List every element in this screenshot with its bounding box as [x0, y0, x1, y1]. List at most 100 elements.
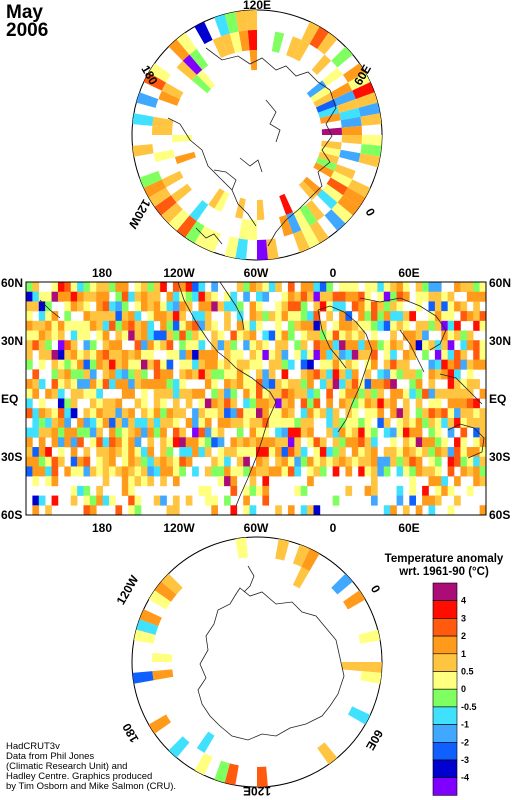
- grid-cell: [224, 369, 231, 380]
- grid-cell: [26, 466, 33, 477]
- grid-cell: [275, 456, 282, 467]
- grid-cell: [319, 349, 327, 360]
- polar-grid-cell: [331, 202, 353, 224]
- grid-cell: [402, 282, 410, 293]
- grid-cell: [287, 330, 295, 341]
- grid-cell: [377, 320, 385, 331]
- grid-cell: [300, 456, 308, 467]
- grid-cell: [134, 495, 142, 506]
- grid-cell: [70, 408, 78, 419]
- grid-cell: [32, 417, 40, 428]
- grid-cell: [473, 466, 480, 477]
- grid-cell: [96, 388, 103, 399]
- grid-cell: [339, 427, 346, 438]
- grid-cell: [256, 291, 263, 302]
- grid-cell: [345, 456, 353, 467]
- grid-cell: [473, 456, 480, 467]
- grid-cell: [294, 291, 302, 302]
- grid-cell: [351, 427, 359, 438]
- grid-cell: [415, 437, 423, 448]
- grid-cell: [351, 379, 359, 390]
- grid-cell: [275, 349, 282, 360]
- grid-cell: [45, 311, 52, 322]
- grid-cell: [172, 291, 180, 302]
- grid-cell: [128, 369, 135, 380]
- grid-cell: [45, 456, 52, 467]
- grid-cell: [281, 437, 289, 448]
- grid-cell: [428, 311, 436, 322]
- grid-cell: [115, 291, 123, 302]
- grid-cell: [236, 427, 244, 438]
- grid-cell: [243, 408, 250, 419]
- grid-cell: [390, 505, 397, 515]
- polar-grid-cell: [315, 99, 337, 113]
- grid-cell: [383, 291, 391, 302]
- grid-cell: [466, 447, 474, 458]
- grid-cell: [32, 388, 40, 399]
- grid-cell: [198, 330, 206, 341]
- polar-grid-cell: [176, 60, 197, 81]
- grid-cell: [377, 408, 385, 419]
- grid-cell: [262, 379, 270, 390]
- grid-cell: [172, 379, 180, 390]
- grid-cell: [377, 379, 385, 390]
- grid-cell: [262, 282, 270, 293]
- grid-cell: [262, 476, 270, 487]
- grid-cell: [179, 388, 187, 399]
- grid-cell: [275, 427, 282, 438]
- grid-cell: [307, 282, 314, 293]
- grid-cell: [358, 379, 365, 390]
- grid-cell: [466, 369, 474, 380]
- grid-cell: [383, 456, 391, 467]
- grid-cell: [179, 437, 187, 448]
- grid-cell: [326, 349, 333, 360]
- grid-cell: [185, 388, 193, 399]
- grid-cell: [460, 437, 468, 448]
- polar-grid-cell: [339, 149, 361, 163]
- grid-cell: [287, 408, 295, 419]
- grid-cell: [147, 349, 155, 360]
- grid-cell: [109, 427, 116, 438]
- grid-cell: [192, 340, 199, 351]
- grid-cell: [32, 340, 40, 351]
- grid-cell: [351, 398, 359, 409]
- grid-cell: [313, 291, 321, 302]
- grid-cell: [153, 427, 161, 438]
- grid-cell: [402, 417, 410, 428]
- grid-cell: [160, 311, 167, 322]
- grid-cell: [351, 456, 359, 467]
- grid-cell: [147, 437, 155, 448]
- grid-cell: [249, 340, 257, 351]
- grid-cell: [185, 359, 193, 370]
- grid-cell: [364, 408, 372, 419]
- grid-cell: [109, 282, 116, 293]
- grid-cell: [409, 379, 417, 390]
- grid-cell: [77, 282, 84, 293]
- grid-cell: [217, 447, 225, 458]
- grid-cell: [262, 447, 270, 458]
- grid-cell: [121, 427, 129, 438]
- grid-cell: [115, 427, 123, 438]
- grid-cell: [38, 447, 46, 458]
- grid-cell: [326, 427, 333, 438]
- grid-cell: [134, 437, 142, 448]
- grid-cell: [224, 379, 231, 390]
- grid-cell: [211, 437, 218, 448]
- grid-cell: [454, 388, 461, 399]
- grid-cell: [268, 408, 276, 419]
- grid-cell: [281, 369, 289, 380]
- grid-cell: [160, 301, 167, 312]
- grid-cell: [128, 476, 135, 487]
- polar-grid-cell: [170, 183, 192, 203]
- grid-cell: [217, 359, 225, 370]
- grid-cell: [339, 311, 346, 322]
- grid-cell: [141, 447, 148, 458]
- grid-cell: [383, 466, 391, 477]
- grid-cell: [268, 359, 276, 370]
- grid-cell: [204, 485, 212, 496]
- grid-cell: [83, 282, 91, 293]
- grid-cell: [402, 369, 410, 380]
- credit-line5: by Tim Osborn and Mike Salmon (CRU).: [6, 781, 176, 792]
- grid-cell: [422, 388, 429, 399]
- polar-grid-cell: [257, 766, 268, 787]
